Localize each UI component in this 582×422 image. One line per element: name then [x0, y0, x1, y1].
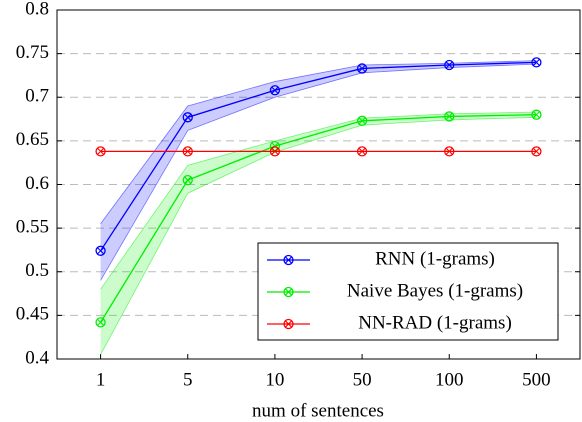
data-point-circle	[182, 174, 193, 186]
x-tick-label: 50	[353, 369, 372, 390]
data-point-circle	[444, 111, 455, 122]
data-point-circle	[356, 146, 368, 157]
data-point	[269, 146, 281, 157]
x-tick-label: 10	[265, 369, 284, 390]
x-tick-label: 1	[96, 369, 106, 390]
band-edge	[100, 116, 537, 355]
legend-label: Naive Bayes (1-grams)	[347, 280, 523, 301]
data-point-cross	[184, 176, 192, 184]
data-point-circle	[531, 109, 542, 120]
data-point-cross	[358, 64, 366, 73]
data-point-cross	[271, 142, 279, 150]
data-point-circle	[95, 146, 106, 157]
confidence-band	[274, 118, 363, 153]
data-point-cross	[184, 113, 192, 121]
data-point	[269, 85, 281, 96]
data-point-circle	[444, 146, 455, 157]
legend-marker-cross	[284, 320, 293, 328]
plot-frame	[56, 9, 581, 360]
y-tick-label: 0.65	[16, 129, 49, 150]
y-tick-label: 0.75	[16, 42, 49, 63]
y-tick-label: 0.4	[25, 347, 49, 368]
legend-marker	[283, 254, 294, 266]
data-point	[182, 174, 193, 186]
data-point-cross	[358, 147, 366, 155]
data-point-circle	[356, 63, 368, 74]
data-point	[444, 146, 455, 157]
data-point	[531, 146, 542, 157]
x-axis-label: num of sentences	[252, 400, 384, 421]
y-tick-label: 0.5	[25, 260, 49, 281]
legend-marker-cross	[284, 288, 293, 296]
data-point	[531, 109, 542, 120]
data-point-cross	[96, 247, 105, 255]
confidence-band	[187, 81, 275, 131]
data-point	[182, 146, 193, 157]
data-point-cross	[271, 147, 279, 155]
data-point-cross	[96, 318, 105, 326]
band-edge	[100, 63, 537, 281]
data-point	[444, 111, 455, 122]
data-point-circle	[95, 317, 106, 328]
y-tick-label: 0.45	[16, 304, 49, 325]
legend: RNN (1-grams) Naive Bayes (1-grams) NN-RAD…	[257, 242, 559, 341]
y-tick-label: 0.8	[25, 0, 49, 19]
data-point	[356, 115, 368, 126]
data-point-cross	[445, 147, 453, 155]
x-tick-label: 500	[522, 369, 551, 390]
legend-marker-circle	[283, 318, 294, 330]
data-point-cross	[532, 111, 541, 119]
confidence-band	[100, 165, 188, 355]
legend-marker-cross	[284, 256, 293, 264]
data-point-cross	[532, 58, 541, 66]
series-line	[100, 61, 537, 252]
data-point	[95, 317, 106, 328]
data-point-cross	[532, 147, 541, 155]
y-tick-label: 0.55	[16, 216, 49, 237]
series-line	[100, 114, 537, 323]
data-point-circle	[531, 146, 542, 157]
data-point-cross	[271, 86, 279, 94]
legend-label: NN-RAD (1-grams)	[358, 312, 512, 333]
data-point	[356, 63, 368, 74]
data-point	[95, 146, 106, 157]
data-point-cross	[445, 61, 453, 69]
data-point-circle	[356, 115, 368, 126]
y-tick-label: 0.7	[25, 86, 49, 107]
legend-marker	[283, 318, 294, 330]
data-point-cross	[358, 117, 366, 125]
x-tick-label: 5	[183, 369, 193, 390]
data-point-circle	[444, 59, 455, 71]
confidence-band	[187, 140, 275, 194]
data-point	[531, 57, 542, 68]
legend-marker-circle	[283, 286, 294, 298]
data-point-circle	[182, 146, 193, 157]
x-tick-label: 100	[435, 369, 464, 390]
band-edge	[100, 111, 537, 290]
data-point	[444, 59, 455, 71]
data-point-circle	[95, 245, 106, 256]
legend-marker	[283, 286, 294, 298]
data-point	[95, 245, 106, 256]
legend-marker-circle	[283, 254, 294, 266]
data-point-circle	[269, 146, 281, 157]
confidence-band	[362, 113, 450, 126]
data-point-cross	[184, 147, 192, 155]
band-edge	[100, 60, 537, 224]
legend-label: RNN (1-grams)	[375, 248, 495, 269]
data-point-circle	[182, 112, 193, 123]
data-point-cross	[96, 147, 105, 155]
confidence-band	[274, 64, 363, 98]
data-point	[356, 146, 368, 157]
data-point	[182, 112, 193, 123]
data-point-circle	[531, 57, 542, 68]
y-tick-label: 0.6	[25, 173, 49, 194]
data-point-cross	[445, 112, 453, 121]
data-point-circle	[269, 85, 281, 96]
